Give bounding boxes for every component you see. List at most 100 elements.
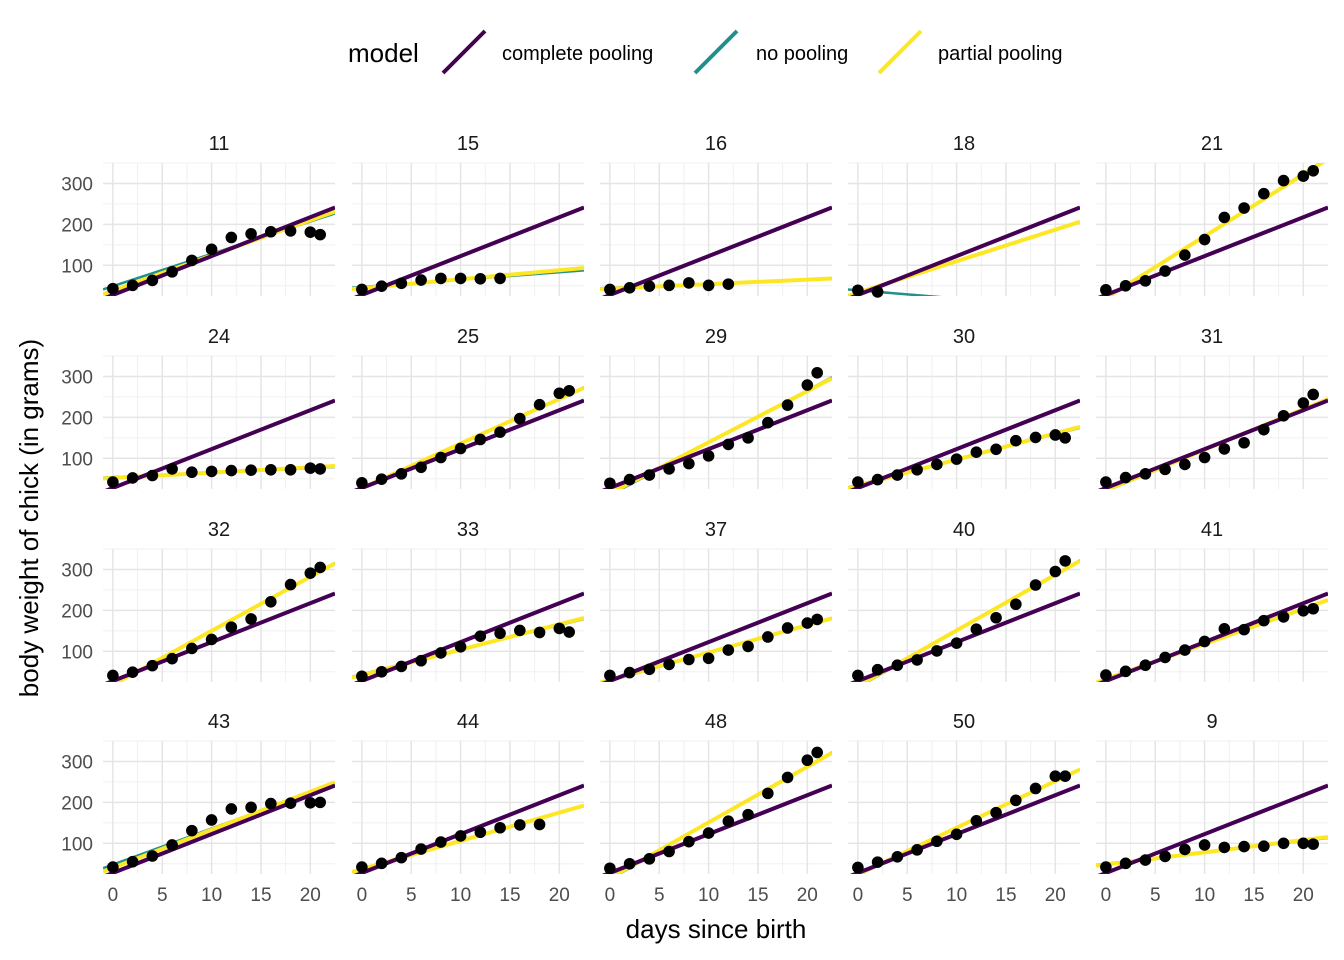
x-tick-label: 0 xyxy=(357,885,368,906)
data-point xyxy=(314,228,326,241)
x-axis-title: days since birth xyxy=(626,914,807,944)
data-point xyxy=(643,853,656,865)
data-point xyxy=(1297,837,1310,850)
data-point xyxy=(1297,170,1310,182)
model-lines xyxy=(1096,591,1328,682)
legend-label-complete: complete pooling xyxy=(502,43,653,65)
data-point xyxy=(990,806,1002,819)
legend-key-partial xyxy=(877,29,923,75)
data-point xyxy=(284,463,297,476)
data-point xyxy=(395,277,408,290)
panel-43: 43 100 200 300 0 5 10 15 20 xyxy=(61,711,335,906)
line-no-pooling xyxy=(848,288,943,296)
data-point xyxy=(781,622,794,634)
line-complete-pooling xyxy=(849,783,1080,874)
data-point xyxy=(604,283,616,296)
data-point xyxy=(604,862,616,875)
legend-key-no xyxy=(693,29,739,75)
y-tick-label: 200 xyxy=(61,215,93,236)
line-partial-pooling xyxy=(600,616,832,682)
data-point xyxy=(553,622,566,635)
data-point xyxy=(990,611,1002,624)
data-point xyxy=(1100,476,1112,488)
data-point xyxy=(225,803,238,815)
data-point xyxy=(514,624,526,637)
x-tick-label: 5 xyxy=(406,885,417,906)
data-point xyxy=(663,463,675,475)
data-point xyxy=(1139,854,1152,866)
data-point xyxy=(265,225,277,238)
data-point xyxy=(225,464,238,477)
line-complete-pooling xyxy=(601,591,832,682)
x-tick-label: 10 xyxy=(946,885,967,906)
panel-title-16: 16 xyxy=(705,133,727,155)
data-point xyxy=(1277,611,1290,623)
data-point xyxy=(225,231,238,244)
panel-32: 32 100 200 300 xyxy=(61,519,335,682)
data-point xyxy=(1238,840,1250,853)
x-tick-label: 20 xyxy=(1293,885,1314,906)
line-complete-pooling xyxy=(104,783,335,874)
data-point xyxy=(722,815,735,828)
data-point xyxy=(1059,555,1071,567)
data-point xyxy=(166,463,178,475)
data-point xyxy=(205,633,218,646)
data-point xyxy=(205,465,218,478)
data-point xyxy=(871,286,884,298)
data-point xyxy=(435,647,447,659)
model-lines xyxy=(848,205,1080,296)
data-point xyxy=(107,861,119,873)
data-point xyxy=(1159,850,1171,863)
x-tick-label: 20 xyxy=(797,885,818,906)
data-point xyxy=(1029,782,1042,795)
data-point xyxy=(563,626,575,638)
data-point xyxy=(474,433,487,446)
data-point xyxy=(1218,623,1231,635)
model-lines xyxy=(352,783,584,874)
legend-label-partial: partial pooling xyxy=(938,43,1063,65)
data-point xyxy=(1010,598,1022,611)
x-tick-label: 5 xyxy=(654,885,665,906)
model-lines xyxy=(601,376,832,489)
data-point xyxy=(1198,635,1211,648)
panel-31: 31 xyxy=(1096,326,1328,489)
line-complete-pooling xyxy=(104,591,335,682)
data-point xyxy=(742,432,754,444)
data-point xyxy=(415,461,427,474)
data-point xyxy=(395,468,408,480)
data-point xyxy=(762,631,774,643)
data-point xyxy=(375,473,388,485)
data-point xyxy=(811,366,823,379)
panel-33: 33 xyxy=(352,519,584,683)
x-tick-label: 0 xyxy=(605,885,616,906)
data-point xyxy=(1049,429,1062,441)
data-point xyxy=(852,476,864,488)
line-complete-pooling xyxy=(1097,205,1328,296)
x-tick-label: 15 xyxy=(995,885,1016,906)
data-point xyxy=(762,787,774,800)
data-point xyxy=(1307,838,1319,850)
line-complete-pooling xyxy=(849,591,1080,682)
data-point xyxy=(722,644,735,656)
data-point xyxy=(284,797,297,810)
data-point xyxy=(553,387,566,400)
x-tick-label: 0 xyxy=(853,885,864,906)
data-point xyxy=(245,464,257,476)
data-point xyxy=(1179,843,1191,856)
data-point xyxy=(314,796,326,809)
data-point xyxy=(950,828,963,841)
legend-key-complete xyxy=(441,29,487,75)
data-point xyxy=(811,746,823,759)
data-point xyxy=(494,272,506,285)
data-point xyxy=(395,660,408,673)
data-point xyxy=(1139,468,1152,480)
x-tick-label: 20 xyxy=(1045,885,1066,906)
data-point xyxy=(1238,623,1250,636)
model-lines xyxy=(352,205,584,296)
data-point xyxy=(970,815,983,827)
data-point xyxy=(146,850,159,862)
legend-title: model xyxy=(348,38,419,68)
data-point xyxy=(1049,770,1062,782)
